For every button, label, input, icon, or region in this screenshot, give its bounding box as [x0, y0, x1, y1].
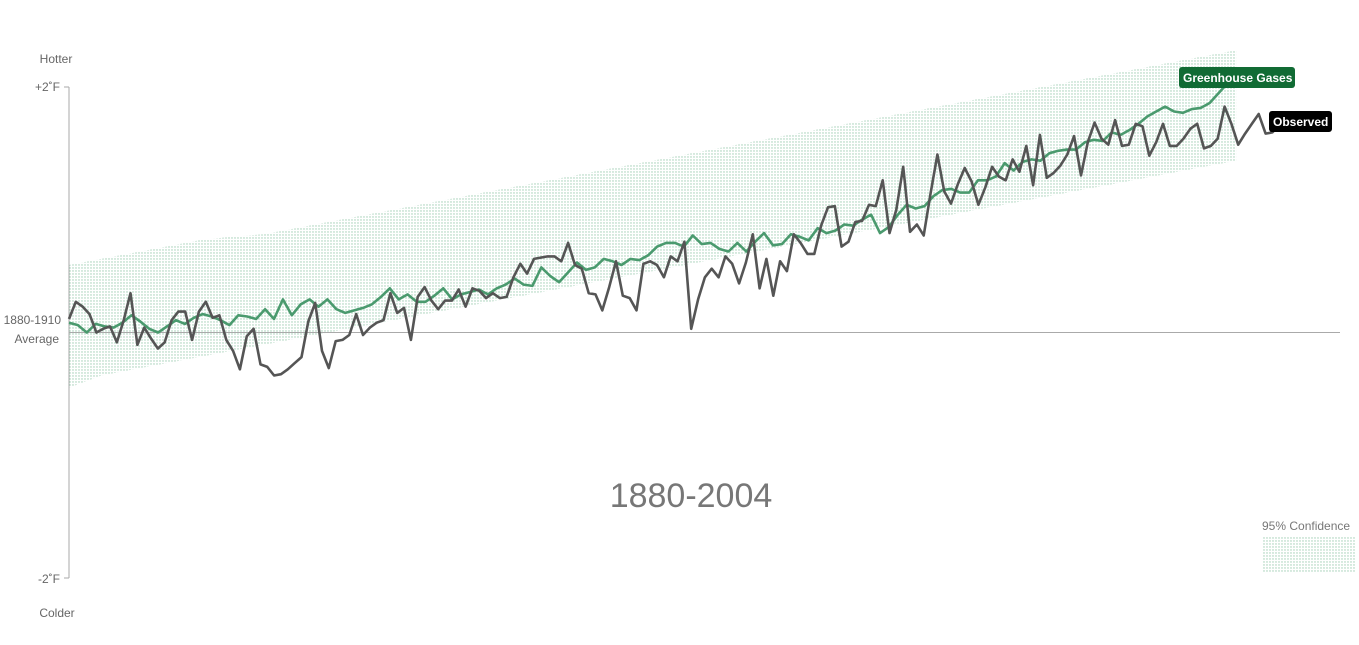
- baseline-label-line1: 1880-1910: [4, 313, 62, 327]
- series-line-greenhouse-gases: [68, 80, 1237, 334]
- y-tick-label-top: +2˚F: [35, 80, 60, 94]
- legend-confidence-label: 95% Confidence: [1262, 519, 1350, 533]
- legend-confidence-swatch: [1262, 537, 1356, 572]
- baseline-label-line2: Average: [15, 332, 60, 346]
- legend: 95% Confidence: [1262, 519, 1356, 572]
- flag-observed: Observed: [1269, 111, 1332, 132]
- flag-greenhouse-gases: Greenhouse Gases: [1179, 67, 1295, 88]
- y-axis-bottom-label: Colder: [39, 606, 74, 620]
- y-tick-label-bottom: -2˚F: [38, 572, 60, 586]
- flag-observed-label: Observed: [1273, 115, 1328, 129]
- y-axis-top-label: Hotter: [40, 52, 73, 66]
- flag-observed-box: [1269, 111, 1332, 132]
- period-label: 1880-2004: [610, 477, 773, 515]
- confidence-band: [69, 50, 1237, 388]
- series-line-observed: [67, 105, 1294, 377]
- flag-greenhouse-gases-label: Greenhouse Gases: [1183, 71, 1293, 85]
- flag-greenhouse-gases-box: [1179, 67, 1295, 88]
